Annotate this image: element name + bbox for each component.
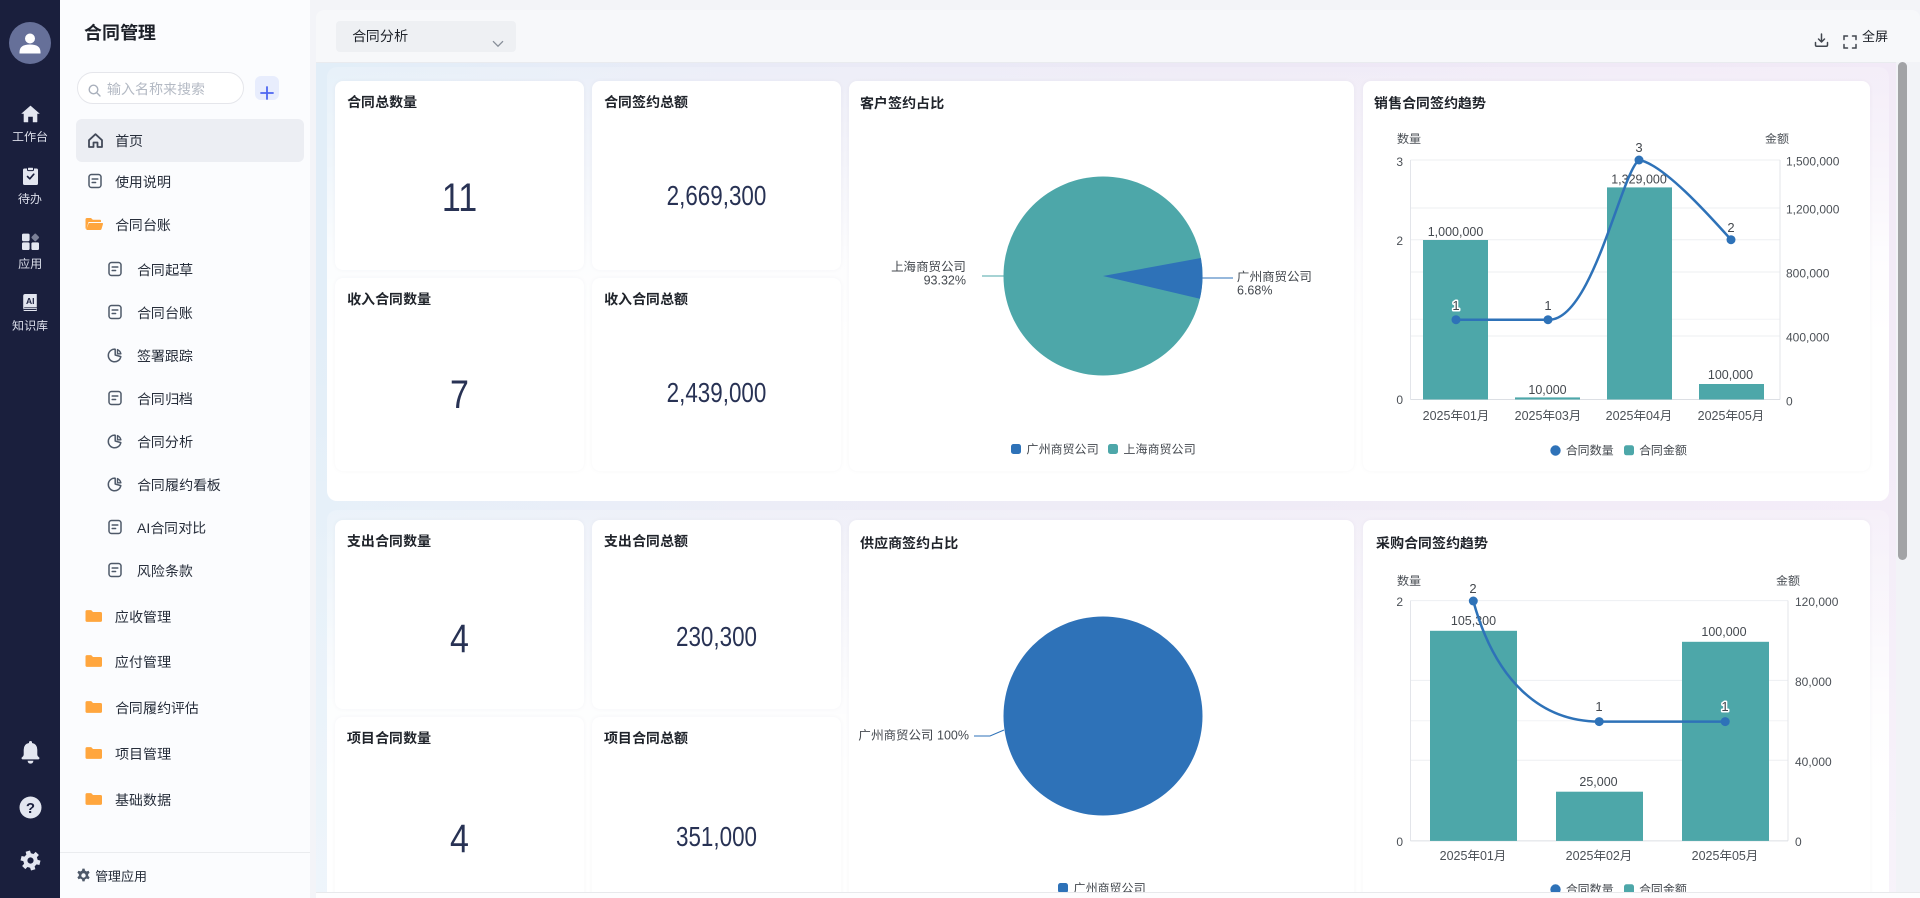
svg-text:40,000: 40,000	[1795, 753, 1832, 770]
svg-text:400,000: 400,000	[1786, 329, 1830, 346]
svg-text:2: 2	[1469, 578, 1476, 597]
svg-text:1,200,000: 1,200,000	[1786, 201, 1840, 218]
svg-text:1,500,000: 1,500,000	[1786, 153, 1840, 170]
svg-text:供应商签约占比: 供应商签约占比	[860, 533, 958, 553]
svg-text:120,000: 120,000	[1795, 593, 1839, 610]
svg-text:1: 1	[1595, 696, 1602, 715]
svg-text:1,000,000: 1,000,000	[1428, 221, 1484, 240]
svg-text:2025年05月: 2025年05月	[1698, 405, 1765, 424]
svg-text:1,329,000: 1,329,000	[1611, 169, 1667, 188]
svg-text:2: 2	[1396, 593, 1403, 610]
svg-text:1: 1	[1452, 295, 1459, 314]
svg-text:93.32%: 93.32%	[924, 270, 966, 289]
svg-text:0: 0	[1786, 393, 1793, 410]
svg-text:80,000: 80,000	[1795, 673, 1832, 690]
svg-text:数量: 数量	[1397, 130, 1421, 147]
svg-text:100,000: 100,000	[1708, 364, 1753, 383]
svg-text:广州商贸公司: 广州商贸公司	[1237, 266, 1312, 285]
svg-text:金额: 金额	[1764, 130, 1790, 147]
svg-text:800,000: 800,000	[1786, 265, 1830, 282]
svg-text:广州商贸公司: 广州商贸公司	[1027, 440, 1099, 457]
svg-text:105,300: 105,300	[1451, 610, 1496, 629]
svg-text:2: 2	[1727, 217, 1734, 236]
svg-text:广州商贸公司 100%: 广州商贸公司 100%	[859, 725, 969, 744]
svg-text:2025年02月: 2025年02月	[1566, 845, 1633, 864]
svg-text:上海商贸公司: 上海商贸公司	[1124, 440, 1196, 457]
svg-text:3: 3	[1635, 137, 1642, 156]
svg-text:2025年03月: 2025年03月	[1515, 405, 1582, 424]
svg-text:10,000: 10,000	[1528, 379, 1566, 398]
svg-text:2025年01月: 2025年01月	[1423, 405, 1490, 424]
svg-text:上海商贸公司: 上海商贸公司	[891, 256, 966, 275]
svg-text:0: 0	[1396, 833, 1403, 850]
svg-text:2025年05月: 2025年05月	[1692, 845, 1759, 864]
svg-text:金额: 金额	[1775, 572, 1801, 589]
svg-text:客户签约占比: 客户签约占比	[860, 93, 944, 113]
svg-text:0: 0	[1795, 833, 1802, 850]
svg-text:3: 3	[1396, 153, 1403, 170]
svg-text:2025年01月: 2025年01月	[1440, 845, 1507, 864]
svg-text:100,000: 100,000	[1701, 621, 1746, 640]
svg-text:0: 0	[1396, 391, 1403, 408]
svg-text:2025年04月: 2025年04月	[1606, 405, 1673, 424]
svg-text:合同数量: 合同数量	[1566, 441, 1614, 458]
svg-text:2: 2	[1396, 232, 1403, 249]
svg-text:AI: AI	[26, 295, 34, 307]
svg-text:25,000: 25,000	[1579, 771, 1617, 790]
svg-text:销售合同签约趋势: 销售合同签约趋势	[1374, 93, 1486, 113]
svg-text:6.68%: 6.68%	[1237, 280, 1272, 299]
svg-text:1: 1	[1721, 696, 1728, 715]
svg-text:数量: 数量	[1397, 572, 1421, 589]
svg-text:合同金额: 合同金额	[1639, 441, 1688, 458]
svg-text:?: ?	[25, 797, 34, 818]
svg-text:采购合同签约趋势: 采购合同签约趋势	[1376, 533, 1488, 553]
svg-text:1: 1	[1544, 295, 1551, 314]
